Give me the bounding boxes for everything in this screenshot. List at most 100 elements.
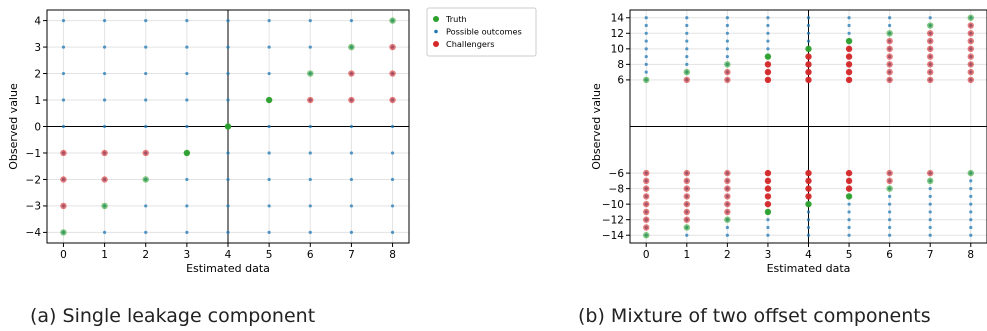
possible-outcome-point [308,18,312,23]
truth-point [183,149,191,157]
challenger-point [927,76,934,84]
challenger-point [927,61,934,68]
truth-point [886,30,893,37]
possible-outcome-point [766,218,770,222]
x-tick-label: 3 [765,249,772,261]
possible-outcome-point [102,45,107,49]
truth-point [265,96,273,104]
legend: Truth Possible outcomes Challengers [426,7,537,57]
challenger-point [142,149,149,157]
possible-outcome-point [185,98,189,102]
possible-outcome-point [766,16,770,20]
possible-outcome-point [766,233,770,237]
possible-outcome-point [847,225,851,230]
y-tick-label: 3 [34,42,41,54]
possible-outcome-point [390,177,395,182]
truth-point [224,123,232,130]
possible-outcome-point [185,177,189,182]
possible-outcome-point [185,18,189,23]
possible-outcome-point [806,218,811,222]
x-tick-label: 2 [724,249,731,261]
challenger-point [683,193,690,200]
challenger-point [724,208,731,216]
y-tick-label: 12 [611,28,624,40]
challenger-point [724,169,731,177]
challenger-point [805,169,812,177]
challenger-point [764,193,772,200]
possible-outcome-point [888,225,892,230]
possible-outcome-point [308,204,312,208]
legend-label: Challengers [446,39,495,49]
challenger-point [389,96,396,104]
possible-outcome-point [969,202,973,206]
possible-outcome-point [644,16,648,20]
truth-point [643,232,650,239]
possible-outcome-point [226,204,230,208]
possible-outcome-point [61,45,66,49]
possible-outcome-point [888,23,892,28]
possible-outcome-point [969,225,973,230]
challenger-point [805,53,812,60]
possible-outcome-point [226,45,230,49]
possible-outcome-point [102,230,107,235]
challenger-point [683,76,690,84]
challenger-point [643,185,650,192]
possible-outcome-point [61,124,66,129]
truth-point [724,61,731,68]
challenger-point [886,53,893,60]
challenger-point [967,30,974,37]
truth-point [886,185,893,192]
x-tick-label: 8 [389,249,396,261]
challenger-point [845,61,853,68]
challenger-point [927,45,934,53]
truth-point [643,76,650,84]
possible-outcome-point [847,23,851,28]
challenger-point [643,200,650,208]
possible-outcome-point [390,230,395,235]
possible-outcome-point [267,71,271,76]
possible-outcome-point [644,31,648,35]
possible-outcome-point [847,233,851,237]
possible-outcome-point [185,230,189,235]
challenger-point [683,185,690,192]
x-tick-label: 3 [184,249,191,261]
challenger-point [60,176,67,183]
y-tick-label: −4 [26,227,42,239]
challenger-point [927,53,934,60]
possible-outcome-point [725,23,729,28]
possible-outcome-point [349,204,354,208]
possible-outcome-point [725,47,729,51]
possible-outcome-point [308,45,312,49]
challenger-point [643,224,650,231]
challenger-point [643,208,650,216]
y-tick-label: 6 [617,75,624,87]
possible-outcome-point [349,230,354,235]
possible-outcome-point [685,23,689,28]
x-tick-label: 7 [927,249,934,261]
challenger-point [805,177,812,185]
challenger-point [348,70,355,77]
challenger-point [967,68,974,76]
possible-outcome-point [144,230,148,235]
possible-outcome-point [806,233,811,237]
truth-point [805,200,812,208]
challenger-point [967,37,974,45]
x-tick-label: 2 [142,249,149,261]
challenger-point [101,149,108,157]
truth-point [60,229,67,236]
possible-outcome-point [644,47,648,51]
possible-outcome-point [725,233,729,237]
possible-outcome-point [928,16,932,20]
truth-point [683,68,690,76]
challenger-point [101,176,108,183]
possible-outcome-point [888,202,892,206]
challenger-point [967,61,974,68]
possible-outcome-point [888,218,892,222]
challenger-point [764,177,772,185]
challenger-point [805,68,812,76]
possible-outcome-point [685,16,689,20]
legend-label: Truth [445,14,467,24]
challenger-point [967,45,974,53]
challenger-point [643,177,650,185]
